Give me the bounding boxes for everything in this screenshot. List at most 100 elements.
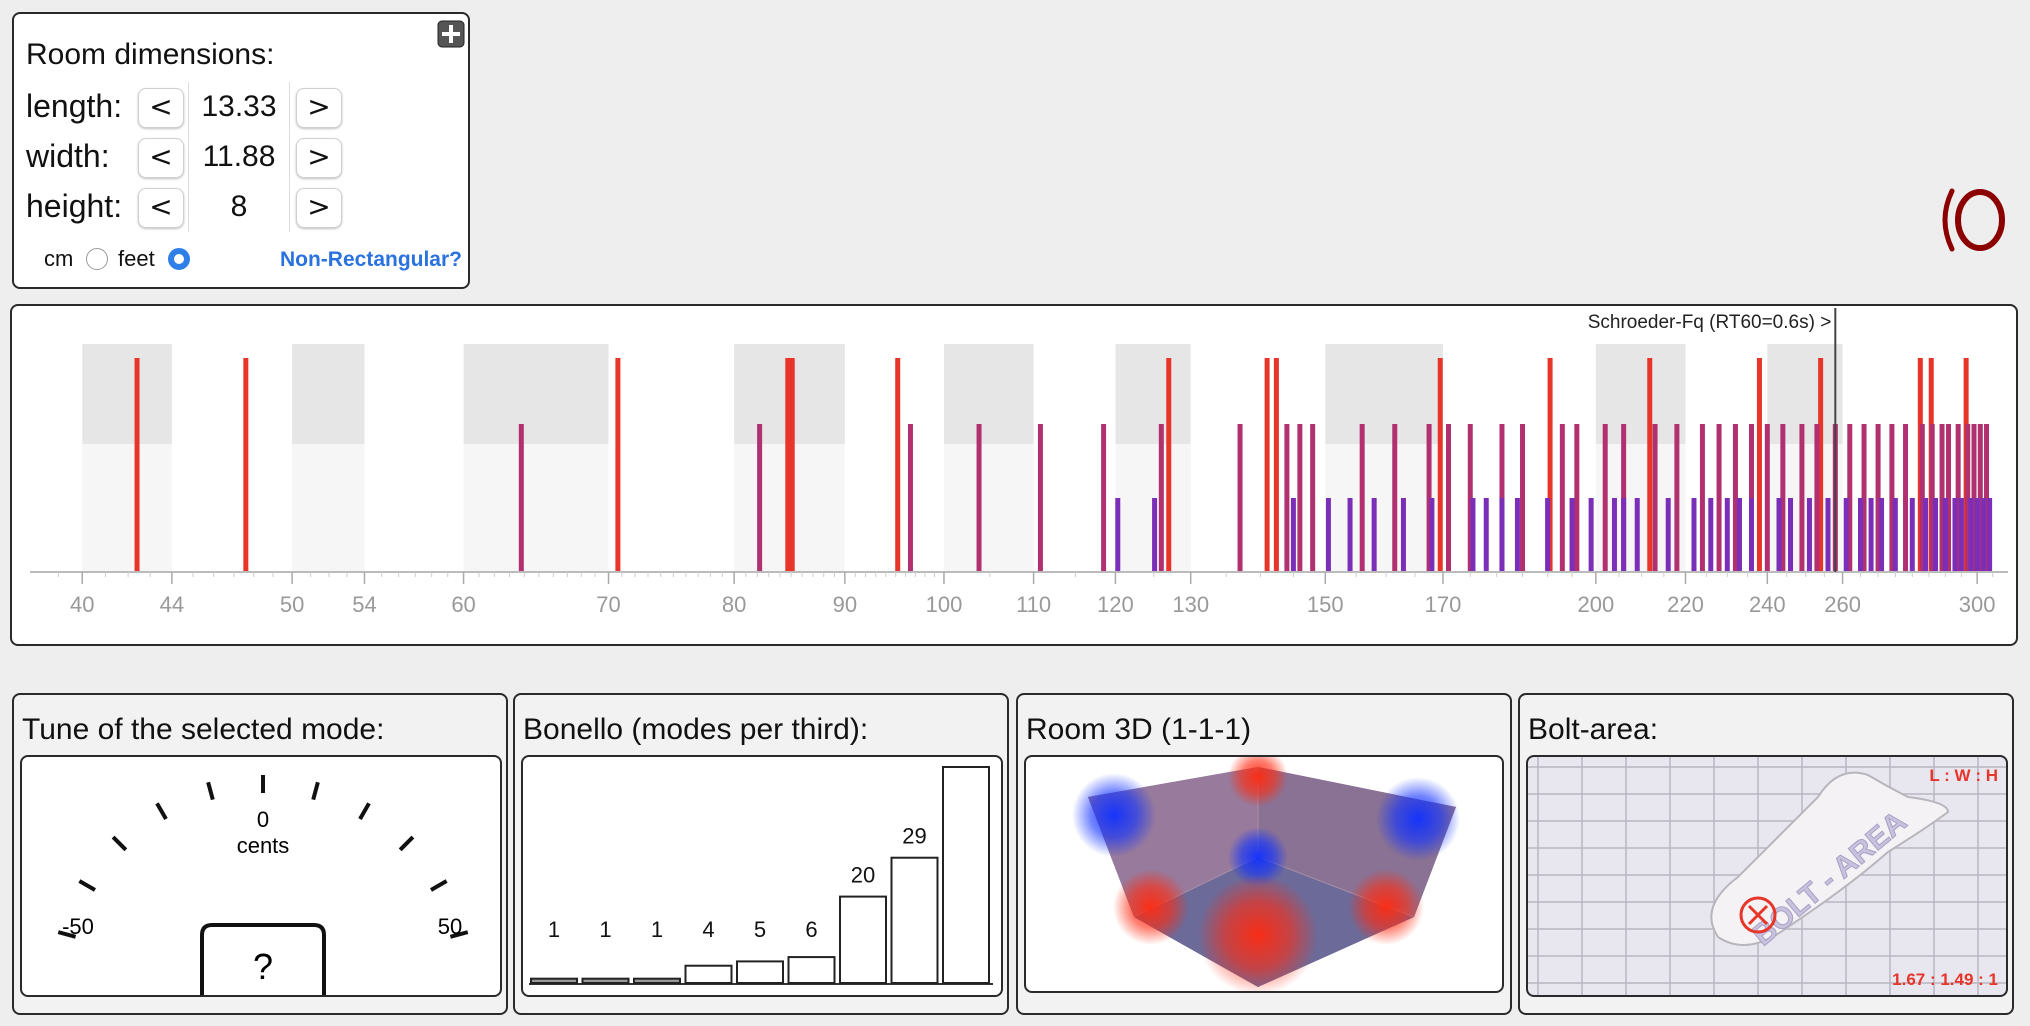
oblique-mode-bar[interactable] [1665,498,1671,572]
oblique-mode-bar[interactable] [1968,498,1974,572]
tangential-mode-bar[interactable] [1984,424,1990,572]
width-input[interactable] [188,132,290,182]
oblique-mode-bar[interactable] [1788,498,1794,572]
tangential-mode-bar[interactable] [1310,424,1316,572]
tangential-mode-bar[interactable] [1799,424,1805,572]
tangential-mode-bar[interactable] [1652,424,1658,572]
oblique-mode-bar[interactable] [1749,498,1755,572]
length-increment-button[interactable]: > [296,88,342,128]
tangential-mode-bar[interactable] [976,424,982,572]
bolt-area-chart[interactable]: BOLT - AREA L : W : H 1.67 : 1.49 : 1 [1528,757,2006,995]
axial-mode-bar[interactable] [243,358,249,572]
oblique-mode-bar[interactable] [1347,498,1353,572]
axial-mode-bar[interactable] [134,358,140,572]
room3d-view[interactable] [1024,755,1504,993]
oblique-mode-bar[interactable] [1825,498,1831,572]
oblique-mode-bar[interactable] [1371,498,1377,572]
oblique-mode-bar[interactable] [1736,498,1742,572]
oblique-mode-bar[interactable] [1923,498,1929,572]
tangential-mode-bar[interactable] [1716,424,1722,572]
tangential-mode-bar[interactable] [1780,424,1786,572]
axial-mode-bar[interactable] [895,358,901,572]
tangential-mode-bar[interactable] [1158,424,1164,572]
tangential-mode-bar[interactable] [1814,424,1820,572]
oblique-mode-bar[interactable] [1514,498,1520,572]
axial-mode-bar[interactable] [785,358,791,572]
circle-x-marker-icon[interactable] [1739,896,1777,934]
axial-mode-bar[interactable] [1547,358,1553,572]
length-decrement-button[interactable]: < [138,88,184,128]
bolt-area-plot[interactable]: BOLT - AREA L : W : H 1.67 : 1.49 : 1 [1526,755,2008,997]
tangential-mode-bar[interactable] [1297,424,1303,572]
width-decrement-button[interactable]: < [138,138,184,178]
oblique-mode-bar[interactable] [1708,498,1714,572]
plus-square-icon[interactable] [437,20,465,48]
oblique-mode-bar[interactable] [1724,498,1730,572]
oblique-mode-bar[interactable] [1429,498,1435,572]
oblique-mode-bar[interactable] [1290,498,1296,572]
axial-mode-bar[interactable] [1818,358,1824,572]
cm-radio[interactable] [86,248,108,270]
oblique-mode-bar[interactable] [1843,498,1849,572]
oblique-mode-bar[interactable] [1634,498,1640,572]
tangential-mode-bar[interactable] [1732,424,1738,572]
mode-spectrum-chart[interactable]: 40 44 50 54 60 70 80 90 100 110 120 130 150 170 200 220… [12,306,2016,644]
axial-mode-bar[interactable] [1264,358,1270,572]
tangential-mode-bar[interactable] [1559,424,1565,572]
axial-mode-bar[interactable] [1647,358,1653,572]
oblique-mode-bar[interactable] [1806,498,1812,572]
tangential-mode-bar[interactable] [1237,424,1243,572]
non-rectangular-link[interactable]: Non-Rectangular? [279,248,462,271]
height-decrement-button[interactable]: < [138,188,184,228]
oblique-mode-bar[interactable] [1857,498,1863,572]
tangential-mode-bar[interactable] [1965,424,1971,572]
tangential-mode-bar[interactable] [1284,424,1290,572]
tangential-mode-bar[interactable] [1574,424,1580,572]
oblique-mode-bar[interactable] [1499,498,1505,572]
tangential-mode-bar[interactable] [1520,424,1526,572]
height-increment-button[interactable]: > [296,188,342,228]
axial-mode-bar[interactable] [1437,358,1443,572]
tangential-mode-bar[interactable] [1359,424,1365,572]
axial-mode-bar[interactable] [615,358,621,572]
tangential-mode-bar[interactable] [1467,424,1473,572]
tangential-mode-bar[interactable] [1875,424,1881,572]
oblique-mode-bar[interactable] [1942,498,1948,572]
tangential-mode-bar[interactable] [1955,424,1961,572]
height-input[interactable] [188,182,290,232]
oblique-mode-bar[interactable] [1909,498,1915,572]
tangential-mode-bar[interactable] [1602,424,1608,572]
feet-radio[interactable] [168,248,190,270]
axial-mode-bar[interactable] [1756,358,1762,572]
tangential-mode-bar[interactable] [907,424,913,572]
oblique-mode-bar[interactable] [1115,498,1121,572]
tangential-mode-bar[interactable] [1764,424,1770,572]
tangential-mode-bar[interactable] [1946,424,1952,572]
oblique-mode-bar[interactable] [1621,498,1627,572]
tangential-mode-bar[interactable] [1977,424,1983,572]
oblique-mode-bar[interactable] [1933,498,1939,572]
length-input[interactable] [188,82,290,132]
oblique-mode-bar[interactable] [1588,498,1594,572]
oblique-mode-bar[interactable] [1152,498,1158,572]
oblique-mode-bar[interactable] [1691,498,1697,572]
oblique-mode-bar[interactable] [1868,498,1874,572]
tangential-mode-bar[interactable] [757,424,763,572]
oblique-mode-bar[interactable] [1325,498,1331,572]
oblique-mode-bar[interactable] [1776,498,1782,572]
tangential-mode-bar[interactable] [1971,424,1977,572]
tangential-mode-bar[interactable] [1939,424,1945,572]
tangential-mode-bar[interactable] [1847,424,1853,572]
tangential-mode-bar[interactable] [1674,424,1680,572]
width-increment-button[interactable]: > [296,138,342,178]
oblique-mode-bar[interactable] [1980,498,1986,572]
axial-mode-bar[interactable] [789,358,795,572]
tangential-mode-bar[interactable] [1037,424,1043,572]
oblique-mode-bar[interactable] [1974,498,1980,572]
oblique-mode-bar[interactable] [1958,498,1964,572]
tangential-mode-bar[interactable] [1929,424,1935,572]
tangential-mode-bar[interactable] [1889,424,1895,572]
tangential-mode-bar[interactable] [1392,424,1398,572]
axial-mode-bar[interactable] [1166,358,1172,572]
oblique-mode-bar[interactable] [1569,498,1575,572]
